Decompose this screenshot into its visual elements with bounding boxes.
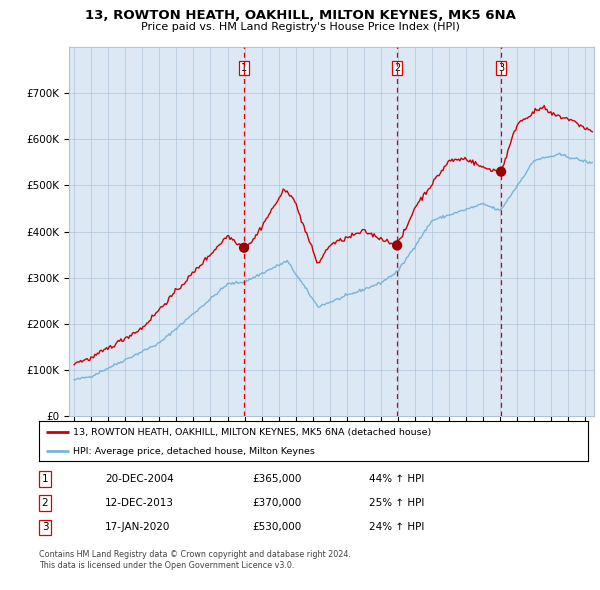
- Text: £370,000: £370,000: [252, 499, 301, 508]
- Text: 2: 2: [394, 63, 400, 73]
- Text: 1: 1: [241, 63, 247, 73]
- Text: 13, ROWTON HEATH, OAKHILL, MILTON KEYNES, MK5 6NA: 13, ROWTON HEATH, OAKHILL, MILTON KEYNES…: [85, 9, 515, 22]
- Text: 2: 2: [41, 499, 49, 508]
- Text: 20-DEC-2004: 20-DEC-2004: [105, 474, 174, 484]
- Text: 1: 1: [41, 474, 49, 484]
- Text: £365,000: £365,000: [252, 474, 301, 484]
- Text: 3: 3: [498, 63, 504, 73]
- Text: Contains HM Land Registry data © Crown copyright and database right 2024.: Contains HM Land Registry data © Crown c…: [39, 550, 351, 559]
- Point: [392, 241, 402, 250]
- Text: 13, ROWTON HEATH, OAKHILL, MILTON KEYNES, MK5 6NA (detached house): 13, ROWTON HEATH, OAKHILL, MILTON KEYNES…: [73, 428, 431, 437]
- Text: £530,000: £530,000: [252, 523, 301, 532]
- Text: 24% ↑ HPI: 24% ↑ HPI: [369, 523, 424, 532]
- Point: [239, 243, 249, 253]
- Text: 17-JAN-2020: 17-JAN-2020: [105, 523, 170, 532]
- Text: HPI: Average price, detached house, Milton Keynes: HPI: Average price, detached house, Milt…: [73, 447, 315, 456]
- Text: 12-DEC-2013: 12-DEC-2013: [105, 499, 174, 508]
- Text: Price paid vs. HM Land Registry's House Price Index (HPI): Price paid vs. HM Land Registry's House …: [140, 22, 460, 32]
- Text: 3: 3: [41, 523, 49, 532]
- Text: 25% ↑ HPI: 25% ↑ HPI: [369, 499, 424, 508]
- Text: 44% ↑ HPI: 44% ↑ HPI: [369, 474, 424, 484]
- Text: This data is licensed under the Open Government Licence v3.0.: This data is licensed under the Open Gov…: [39, 561, 295, 570]
- Point: [496, 167, 506, 176]
